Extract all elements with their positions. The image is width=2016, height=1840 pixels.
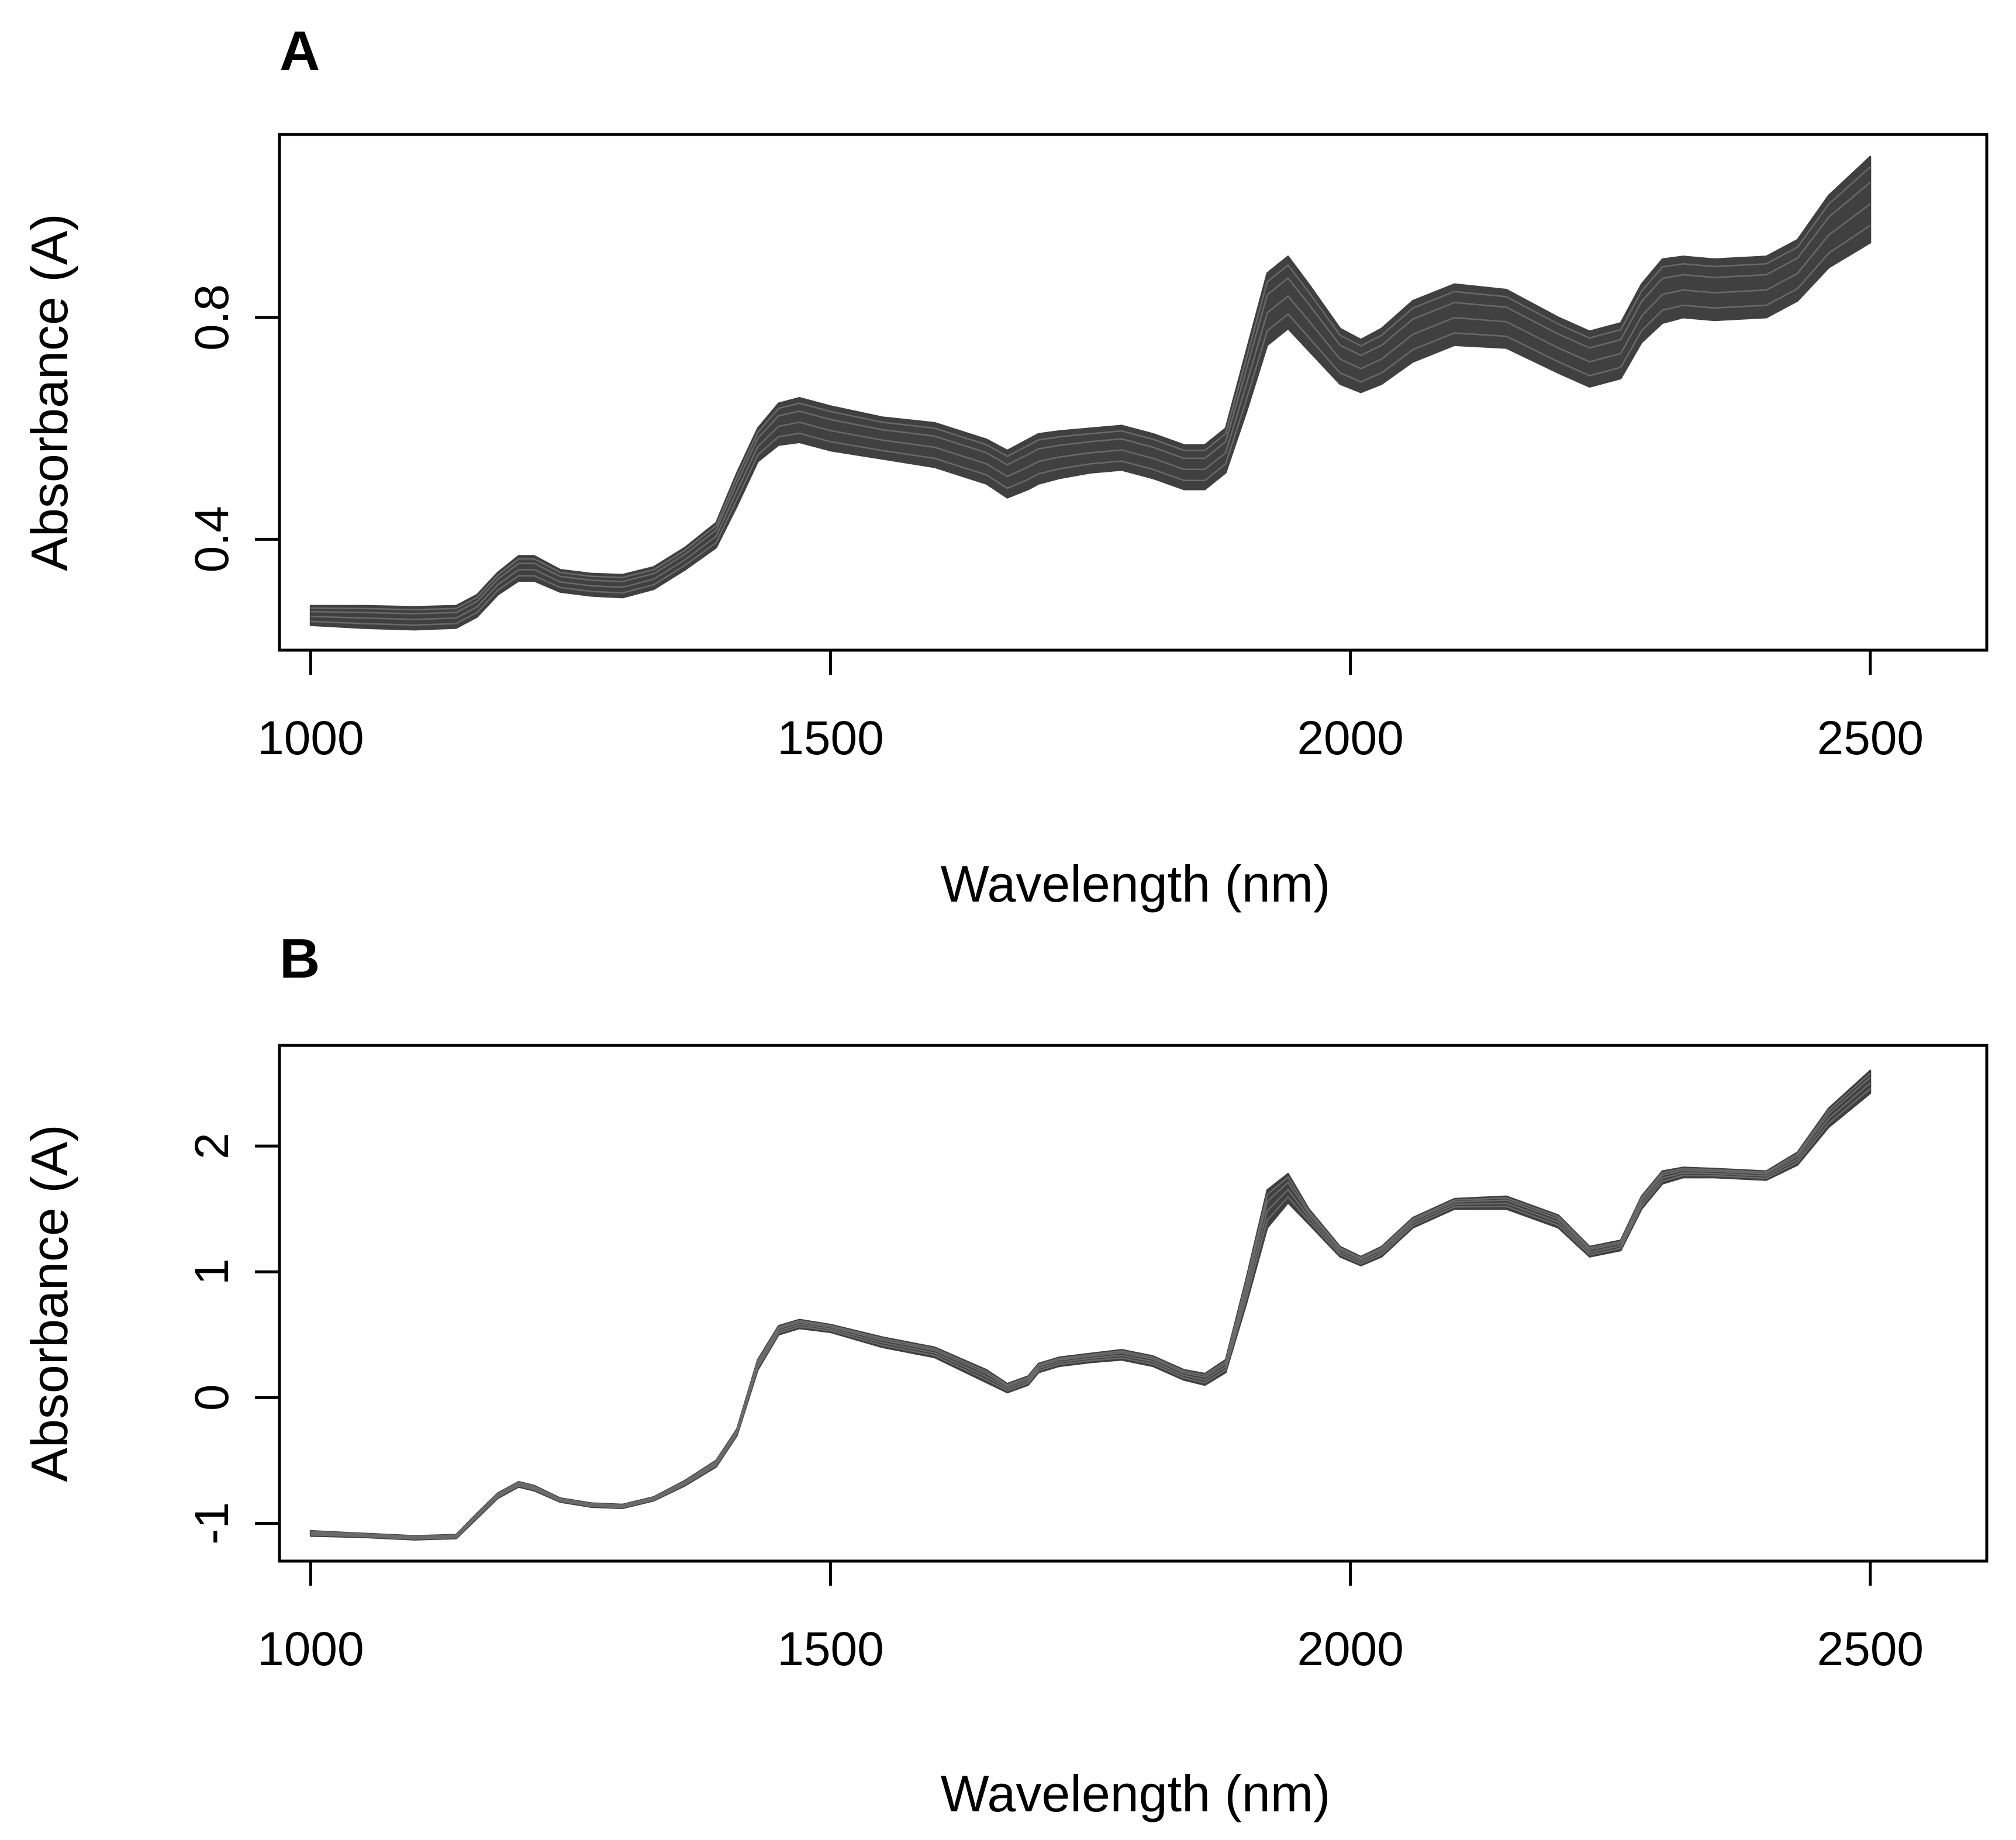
panel-b: B 1000 1500 2000 2500 -1 0 1 2 Wavelength (nm)… <box>20 927 1989 1822</box>
spectrum-trace-b-1 <box>310 1088 1871 1540</box>
y-tick-label-a-1: 0.8 <box>185 284 239 351</box>
x-tick-label-b-2500: 2500 <box>1817 1622 1924 1676</box>
x-tick-label-a-1500: 1500 <box>777 712 883 765</box>
spectra-band-b <box>309 1069 1872 1541</box>
spectrum-trace-a-4 <box>310 166 1871 610</box>
y-axis-title-b: Absorbance (A) <box>20 1124 78 1482</box>
panel-letter-b: B <box>279 927 320 990</box>
spectra-band-fill-a <box>309 156 1872 631</box>
spectrum-trace-b-2 <box>310 1082 1871 1539</box>
spectrum-trace-a-2 <box>310 203 1871 620</box>
y-axis-a: 0.4 0.8 <box>185 284 281 572</box>
y-tick-label-a-0: 0.4 <box>185 506 239 572</box>
y-axis-title-a: Absorbance (A) <box>20 213 78 571</box>
spectrum-trace-a-3 <box>310 182 1871 615</box>
spectrum-trace-b-3 <box>310 1076 1871 1538</box>
x-tick-label-a-1000: 1000 <box>257 712 364 765</box>
x-axis-b: 1000 1500 2000 2500 <box>257 1559 1924 1676</box>
y-tick-label-b-0: -1 <box>185 1502 239 1545</box>
spectra-band-a <box>309 156 1872 631</box>
y-tick-label-b-1: 0 <box>185 1385 239 1411</box>
spectrum-trace-a-1 <box>310 225 1871 626</box>
x-tick-label-b-1000: 1000 <box>257 1622 364 1676</box>
x-axis-title-a: Wavelength (nm) <box>941 855 1331 913</box>
spectra-band-fill-b <box>309 1069 1872 1541</box>
y-tick-label-b-2: 1 <box>185 1258 239 1285</box>
panel-letter-a: A <box>279 20 320 82</box>
x-tick-label-a-2500: 2500 <box>1817 712 1924 765</box>
spectrum-trace-b-4 <box>310 1072 1871 1538</box>
x-axis-title-b: Wavelength (nm) <box>941 1765 1331 1822</box>
x-tick-label-a-2000: 2000 <box>1297 712 1403 765</box>
x-tick-label-b-1500: 1500 <box>777 1622 883 1676</box>
x-axis-a: 1000 1500 2000 2500 <box>257 648 1924 765</box>
y-axis-b: -1 0 1 2 <box>185 1133 281 1545</box>
y-tick-label-b-3: 2 <box>185 1133 239 1159</box>
panel-a: A 1000 1500 2000 2500 0.4 0.8 Wavelength (nm… <box>20 20 1989 913</box>
plot-frame-b <box>278 1044 1989 1563</box>
x-tick-label-b-2000: 2000 <box>1297 1622 1403 1676</box>
